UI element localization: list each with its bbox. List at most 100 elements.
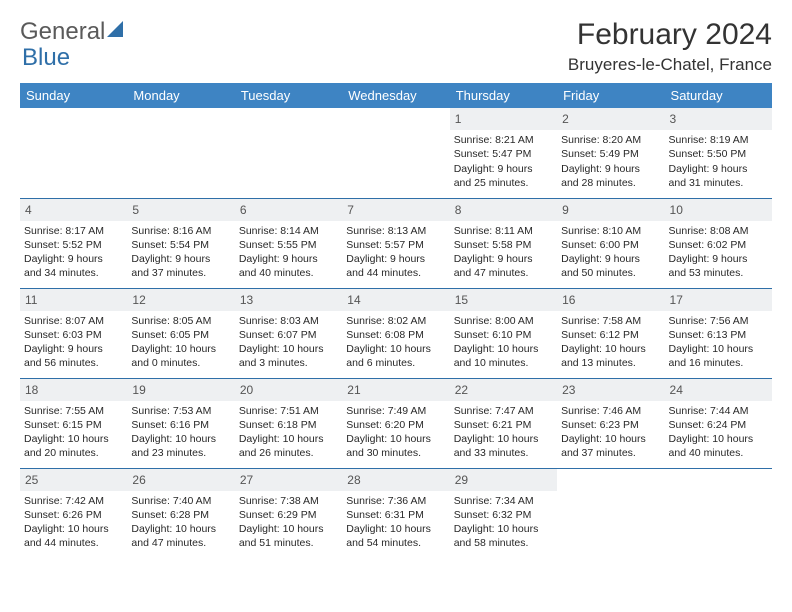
day-details: Sunrise: 7:36 AMSunset: 6:31 PMDaylight:… bbox=[346, 494, 445, 551]
sunset-text: Sunset: 6:08 PM bbox=[346, 328, 445, 342]
dl1-text: Daylight: 10 hours bbox=[454, 432, 553, 446]
sunset-text: Sunset: 6:20 PM bbox=[346, 418, 445, 432]
dl1-text: Daylight: 9 hours bbox=[239, 252, 338, 266]
sunrise-text: Sunrise: 7:51 AM bbox=[239, 404, 338, 418]
sunset-text: Sunset: 6:02 PM bbox=[669, 238, 768, 252]
sunset-text: Sunset: 6:07 PM bbox=[239, 328, 338, 342]
dl1-text: Daylight: 10 hours bbox=[239, 432, 338, 446]
day-cell bbox=[20, 108, 127, 198]
dl2-text: and 10 minutes. bbox=[454, 356, 553, 370]
dl1-text: Daylight: 10 hours bbox=[346, 522, 445, 536]
day-number: 11 bbox=[20, 289, 127, 311]
day-details: Sunrise: 7:44 AMSunset: 6:24 PMDaylight:… bbox=[669, 404, 768, 461]
day-cell bbox=[127, 108, 234, 198]
weekday-header: Wednesday bbox=[342, 83, 449, 108]
day-number: 21 bbox=[342, 379, 449, 401]
sunrise-text: Sunrise: 7:49 AM bbox=[346, 404, 445, 418]
sunset-text: Sunset: 5:50 PM bbox=[669, 147, 768, 161]
day-number: 25 bbox=[20, 469, 127, 491]
day-cell bbox=[342, 108, 449, 198]
day-cell: 17Sunrise: 7:56 AMSunset: 6:13 PMDayligh… bbox=[665, 288, 772, 378]
day-cell: 5Sunrise: 8:16 AMSunset: 5:54 PMDaylight… bbox=[127, 198, 234, 288]
dl1-text: Daylight: 9 hours bbox=[669, 252, 768, 266]
day-details: Sunrise: 8:08 AMSunset: 6:02 PMDaylight:… bbox=[669, 224, 768, 281]
sunrise-text: Sunrise: 7:46 AM bbox=[561, 404, 660, 418]
day-number: 5 bbox=[127, 199, 234, 221]
day-number: 13 bbox=[235, 289, 342, 311]
sunrise-text: Sunrise: 8:10 AM bbox=[561, 224, 660, 238]
day-number: 20 bbox=[235, 379, 342, 401]
dl1-text: Daylight: 10 hours bbox=[24, 432, 123, 446]
dl2-text: and 53 minutes. bbox=[669, 266, 768, 280]
day-number: 12 bbox=[127, 289, 234, 311]
sunrise-text: Sunrise: 8:08 AM bbox=[669, 224, 768, 238]
dl2-text: and 37 minutes. bbox=[131, 266, 230, 280]
dl2-text: and 44 minutes. bbox=[24, 536, 123, 550]
month-title: February 2024 bbox=[568, 18, 772, 51]
day-details: Sunrise: 7:56 AMSunset: 6:13 PMDaylight:… bbox=[669, 314, 768, 371]
brand-text-b: Blue bbox=[22, 44, 70, 72]
day-cell: 24Sunrise: 7:44 AMSunset: 6:24 PMDayligh… bbox=[665, 378, 772, 468]
dl2-text: and 37 minutes. bbox=[561, 446, 660, 460]
day-number: 7 bbox=[342, 199, 449, 221]
dl2-text: and 30 minutes. bbox=[346, 446, 445, 460]
day-details: Sunrise: 8:14 AMSunset: 5:55 PMDaylight:… bbox=[239, 224, 338, 281]
day-number: 19 bbox=[127, 379, 234, 401]
weekday-header: Saturday bbox=[665, 83, 772, 108]
sunrise-text: Sunrise: 7:34 AM bbox=[454, 494, 553, 508]
calendar-head: Sunday Monday Tuesday Wednesday Thursday… bbox=[20, 83, 772, 108]
dl1-text: Daylight: 10 hours bbox=[131, 432, 230, 446]
week-row: 1 Sunrise: 8:21 AMSunset: 5:47 PMDaylight… bbox=[20, 108, 772, 198]
location-text: Bruyeres-le-Chatel, France bbox=[568, 55, 772, 75]
day-cell: 14Sunrise: 8:02 AMSunset: 6:08 PMDayligh… bbox=[342, 288, 449, 378]
dl2-text: and 50 minutes. bbox=[561, 266, 660, 280]
dl2-text: and 34 minutes. bbox=[24, 266, 123, 280]
weekday-header: Monday bbox=[127, 83, 234, 108]
sunset-text: Sunset: 6:10 PM bbox=[454, 328, 553, 342]
dl1-text: Daylight: 9 hours bbox=[24, 342, 123, 356]
sunrise-text: Sunrise: 8:14 AM bbox=[239, 224, 338, 238]
sunset-text: Sunset: 6:32 PM bbox=[454, 508, 553, 522]
day-number: 22 bbox=[450, 379, 557, 401]
dl2-text: and 6 minutes. bbox=[346, 356, 445, 370]
dl1-text: Daylight: 9 hours bbox=[454, 162, 553, 176]
day-details: Sunrise: 7:47 AMSunset: 6:21 PMDaylight:… bbox=[454, 404, 553, 461]
sunrise-text: Sunrise: 7:55 AM bbox=[24, 404, 123, 418]
calendar-page: General February 2024 Bruyeres-le-Chatel… bbox=[0, 0, 792, 568]
day-number: 3 bbox=[665, 108, 772, 130]
day-details: Sunrise: 7:51 AMSunset: 6:18 PMDaylight:… bbox=[239, 404, 338, 461]
day-cell: 26Sunrise: 7:40 AMSunset: 6:28 PMDayligh… bbox=[127, 468, 234, 558]
day-details: Sunrise: 8:17 AMSunset: 5:52 PMDaylight:… bbox=[24, 224, 123, 281]
day-number: 14 bbox=[342, 289, 449, 311]
dl2-text: and 20 minutes. bbox=[24, 446, 123, 460]
sunset-text: Sunset: 5:54 PM bbox=[131, 238, 230, 252]
day-number: 16 bbox=[557, 289, 664, 311]
sunset-text: Sunset: 6:05 PM bbox=[131, 328, 230, 342]
day-cell: 2Sunrise: 8:20 AMSunset: 5:49 PMDaylight… bbox=[557, 108, 664, 198]
day-number: 18 bbox=[20, 379, 127, 401]
day-details: Sunrise: 7:53 AMSunset: 6:16 PMDaylight:… bbox=[131, 404, 230, 461]
day-details: Sunrise: 8:10 AMSunset: 6:00 PMDaylight:… bbox=[561, 224, 660, 281]
weekday-header: Tuesday bbox=[235, 83, 342, 108]
day-number: 1 bbox=[450, 108, 557, 130]
day-cell: 4Sunrise: 8:17 AMSunset: 5:52 PMDaylight… bbox=[20, 198, 127, 288]
sunrise-text: Sunrise: 8:13 AM bbox=[346, 224, 445, 238]
day-cell: 6Sunrise: 8:14 AMSunset: 5:55 PMDaylight… bbox=[235, 198, 342, 288]
day-cell: 22 Sunrise: 7:47 AMSunset: 6:21 PMDayligh… bbox=[450, 378, 557, 468]
dl1-text: Daylight: 9 hours bbox=[669, 162, 768, 176]
day-details: Sunrise: 8:03 AMSunset: 6:07 PMDaylight:… bbox=[239, 314, 338, 371]
day-details: Sunrise: 8:13 AMSunset: 5:57 PMDaylight:… bbox=[346, 224, 445, 281]
day-details: Sunrise: 8:07 AMSunset: 6:03 PMDaylight:… bbox=[24, 314, 123, 371]
day-details: Sunrise: 8:21 AMSunset: 5:47 PMDaylight:… bbox=[454, 133, 553, 190]
sunrise-text: Sunrise: 7:44 AM bbox=[669, 404, 768, 418]
page-header: General February 2024 Bruyeres-le-Chatel… bbox=[20, 18, 772, 75]
sunset-text: Sunset: 6:26 PM bbox=[24, 508, 123, 522]
sunset-text: Sunset: 6:24 PM bbox=[669, 418, 768, 432]
brand-text-a: General bbox=[20, 18, 105, 46]
day-cell: 27Sunrise: 7:38 AMSunset: 6:29 PMDayligh… bbox=[235, 468, 342, 558]
dl2-text: and 40 minutes. bbox=[669, 446, 768, 460]
dl1-text: Daylight: 9 hours bbox=[561, 162, 660, 176]
day-number: 29 bbox=[450, 469, 557, 491]
sunrise-text: Sunrise: 8:11 AM bbox=[454, 224, 553, 238]
week-row: 11 Sunrise: 8:07 AMSunset: 6:03 PMDayligh… bbox=[20, 288, 772, 378]
